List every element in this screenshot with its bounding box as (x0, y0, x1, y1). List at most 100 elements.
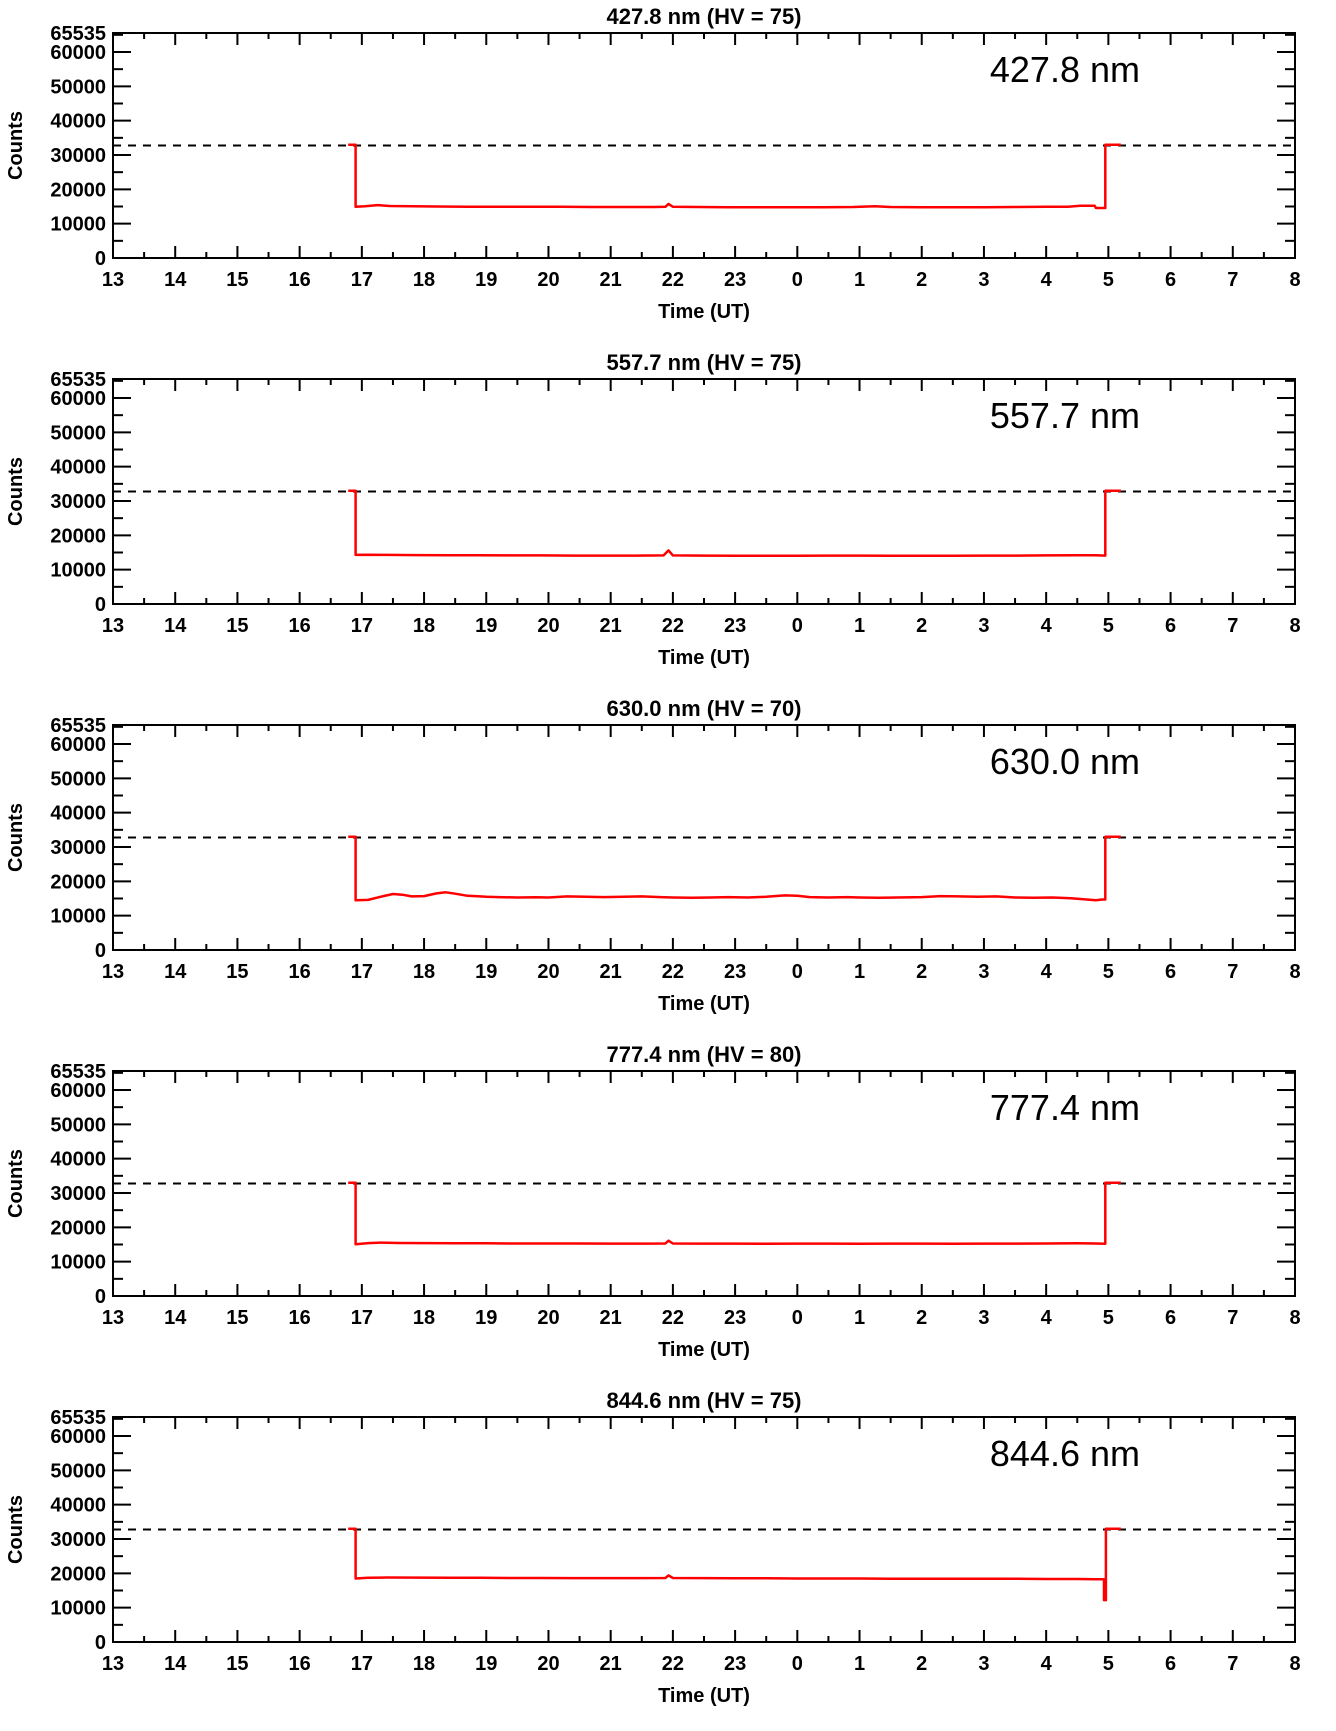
x-tick-label: 16 (289, 1307, 311, 1329)
x-tick-label: 13 (102, 1653, 124, 1675)
x-tick-label: 13 (102, 1307, 124, 1329)
x-tick-label: 23 (724, 615, 746, 637)
y-tick-label: 10000 (50, 214, 106, 236)
y-tick-label: 65535 (50, 1407, 106, 1429)
y-tick-label: 0 (95, 248, 106, 270)
x-tick-label: 0 (792, 615, 803, 637)
x-tick-label: 1 (854, 1653, 865, 1675)
x-tick-label: 21 (600, 961, 622, 983)
x-tick-label: 2 (916, 961, 927, 983)
x-tick-label: 4 (1041, 961, 1053, 983)
chart-panel-844.6nm: 844.6 nm (HV = 75) 13 14 15 16 17 18 19 20 21 22 23… (0, 1384, 1336, 1730)
x-tick-label: 0 (792, 269, 803, 291)
x-tick-label: 7 (1227, 1307, 1238, 1329)
x-tick-label: 19 (475, 961, 497, 983)
y-tick-label: 20000 (50, 179, 106, 201)
y-tick-label: 50000 (50, 768, 106, 790)
y-tick-label: 40000 (50, 1495, 106, 1517)
y-tick-label: 10000 (50, 560, 106, 582)
y-tick-label: 65535 (50, 369, 106, 391)
x-tick-label: 3 (978, 1653, 989, 1675)
x-tick-label: 2 (916, 1307, 927, 1329)
axis-ticks (112, 378, 1296, 605)
x-tick-label: 3 (978, 615, 989, 637)
x-tick-label: 8 (1289, 615, 1300, 637)
x-tick-label: 4 (1041, 269, 1053, 291)
x-axis-label: Time (UT) (658, 301, 750, 323)
counts-trace (348, 143, 1121, 210)
x-tick-label: 23 (724, 269, 746, 291)
inplot-wavelength-label: 630.0 nm (990, 741, 1140, 782)
x-tick-label: 19 (475, 615, 497, 637)
x-tick-label: 21 (600, 615, 622, 637)
x-tick-label: 8 (1289, 1653, 1300, 1675)
x-tick-label: 22 (662, 1653, 684, 1675)
x-tick-label: 22 (662, 615, 684, 637)
y-tick-label: 10000 (50, 1598, 106, 1620)
y-tick-label: 50000 (50, 1114, 106, 1136)
x-tick-label: 16 (289, 269, 311, 291)
x-tick-label: 17 (351, 269, 373, 291)
x-tick-label: 8 (1289, 1307, 1300, 1329)
x-tick-label: 21 (600, 1307, 622, 1329)
x-axis-label: Time (UT) (658, 1339, 750, 1361)
chart-title: 427.8 nm (HV = 75) (606, 4, 801, 29)
chart-canvas: 557.7 nm (HV = 75)13 14 15 16 17 18 19 20 21 22 23… (5, 350, 1301, 669)
y-tick-label: 0 (95, 940, 106, 962)
y-tick-label: 30000 (50, 1529, 106, 1551)
x-tick-label: 18 (413, 269, 435, 291)
x-tick-label: 14 (164, 269, 187, 291)
y-tick-label: 0 (95, 594, 106, 616)
y-tick-label: 50000 (50, 422, 106, 444)
y-tick-label: 40000 (50, 457, 106, 479)
y-tick-label: 60000 (50, 734, 106, 756)
x-tick-label: 8 (1289, 269, 1300, 291)
axis-ticks (112, 32, 1296, 259)
x-axis-label: Time (UT) (658, 993, 750, 1015)
y-tick-label: 50000 (50, 76, 106, 98)
x-tick-label: 21 (600, 269, 622, 291)
y-axis-label: Counts (5, 457, 27, 526)
x-tick-label: 15 (226, 269, 248, 291)
x-tick-label: 3 (978, 1307, 989, 1329)
counts-trace (348, 1527, 1121, 1602)
x-tick-label: 3 (978, 961, 989, 983)
x-tick-label: 5 (1103, 269, 1114, 291)
y-tick-label: 50000 (50, 1460, 106, 1482)
x-tick-label: 17 (351, 615, 373, 637)
x-tick-label: 3 (978, 269, 989, 291)
axis-ticks (112, 1070, 1296, 1297)
chart-panel-777.4nm: 777.4 nm (HV = 80) 13 14 15 16 17 18 19 20 21 22 23… (0, 1038, 1336, 1384)
y-tick-label: 60000 (50, 1426, 106, 1448)
y-tick-label: 20000 (50, 525, 106, 547)
x-tick-label: 5 (1103, 615, 1114, 637)
x-tick-label: 6 (1165, 269, 1176, 291)
x-tick-label: 16 (289, 961, 311, 983)
chart-canvas: 777.4 nm (HV = 80)13 14 15 16 17 18 19 20 21 22 23… (5, 1042, 1301, 1361)
x-tick-label: 23 (724, 1653, 746, 1675)
y-axis-label: Counts (5, 803, 27, 872)
x-tick-label: 15 (226, 615, 248, 637)
x-tick-label: 1 (854, 1307, 865, 1329)
x-tick-label: 13 (102, 961, 124, 983)
y-tick-label: 10000 (50, 1252, 106, 1274)
y-tick-label: 40000 (50, 111, 106, 133)
y-tick-label: 40000 (50, 803, 106, 825)
counts-trace (348, 835, 1121, 902)
y-tick-label: 30000 (50, 491, 106, 513)
y-tick-label: 60000 (50, 388, 106, 410)
y-tick-label: 65535 (50, 23, 106, 45)
x-tick-label: 1 (854, 615, 865, 637)
x-tick-label: 4 (1041, 1307, 1053, 1329)
x-tick-label: 20 (537, 1307, 559, 1329)
y-tick-label: 20000 (50, 1563, 106, 1585)
x-tick-label: 19 (475, 1653, 497, 1675)
x-tick-label: 14 (164, 615, 187, 637)
x-tick-label: 7 (1227, 269, 1238, 291)
inplot-wavelength-label: 777.4 nm (990, 1087, 1140, 1128)
inplot-wavelength-label: 557.7 nm (990, 395, 1140, 436)
x-tick-label: 4 (1041, 1653, 1053, 1675)
x-axis-label: Time (UT) (658, 1685, 750, 1707)
axis-ticks (112, 1416, 1296, 1643)
